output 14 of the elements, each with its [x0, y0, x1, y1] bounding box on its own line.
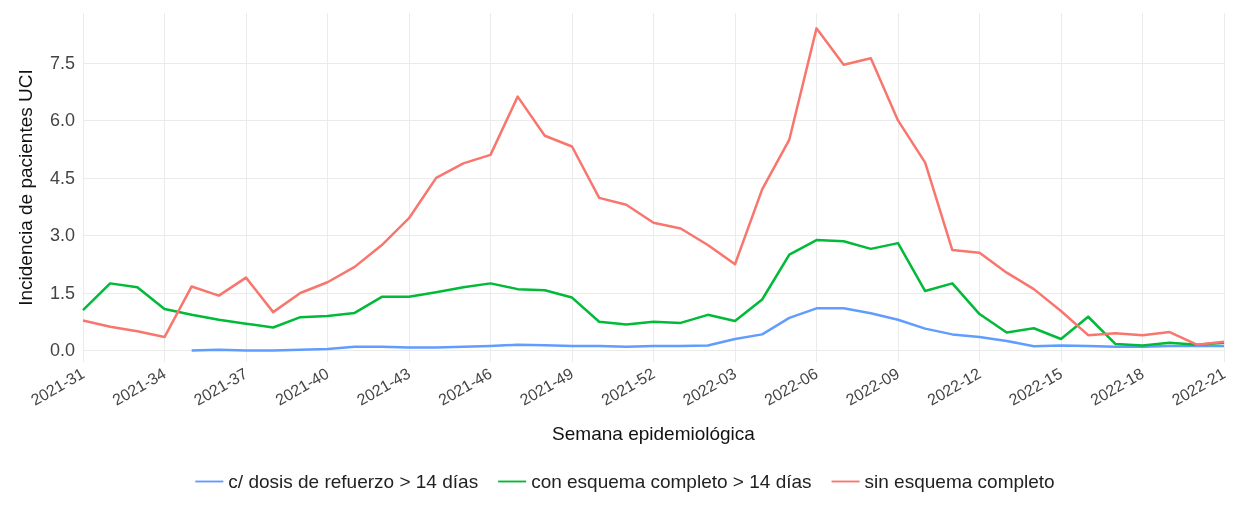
- y-axis-title: Incidencia de pacientes UCI: [15, 69, 36, 306]
- y-tick-label: 6.0: [49, 110, 75, 131]
- x-axis-title: Semana epidemiológica: [552, 423, 756, 444]
- y-tick-label: 7.5: [49, 52, 75, 73]
- legend-label: sin esquema completo: [864, 471, 1055, 492]
- legend-label: con esquema completo > 14 días: [531, 471, 812, 492]
- legend-label: c/ dosis de refuerzo > 14 días: [228, 471, 479, 492]
- y-tick-label: 1.5: [49, 282, 75, 303]
- line-series: [81, 238, 1226, 347]
- line-series: [190, 307, 1226, 352]
- y-tick-label: 3.0: [49, 225, 75, 246]
- y-tick-label: 0.0: [49, 340, 75, 361]
- line-series: [81, 27, 1226, 346]
- y-tick-label: 4.5: [49, 167, 75, 188]
